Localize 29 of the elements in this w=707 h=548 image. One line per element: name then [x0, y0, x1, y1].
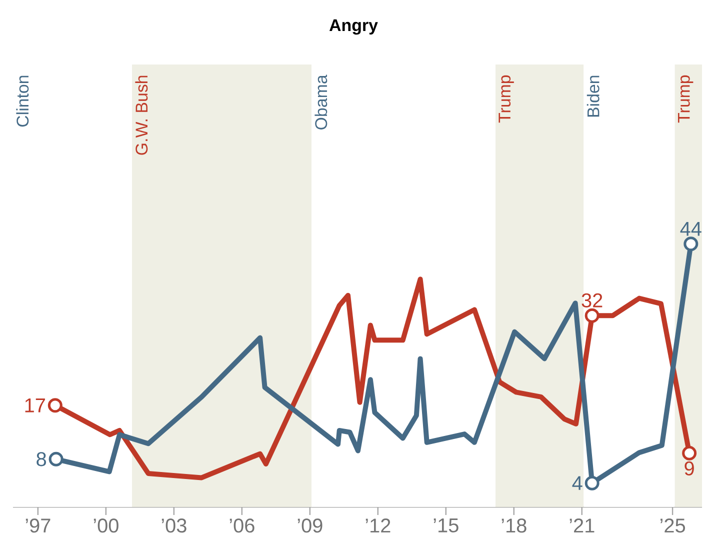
- point: [48, 452, 64, 466]
- x-tick-label: ’12: [366, 518, 390, 532]
- x-tick-label: ’18: [502, 518, 526, 533]
- band-label: G.W. Bush: [135, 76, 148, 155]
- x-tick-label: ’09: [298, 518, 322, 533]
- x-tick-label: ’06: [230, 518, 254, 533]
- band-label: Biden: [586, 76, 600, 117]
- data-label: 8: [36, 452, 46, 466]
- point: [682, 446, 697, 460]
- point: [48, 398, 62, 413]
- data-label: 4: [572, 476, 582, 490]
- point: [584, 308, 600, 323]
- chart-title: Angry: [329, 19, 378, 35]
- data-label: 17: [25, 398, 45, 412]
- data-label: 32: [582, 293, 602, 308]
- x-tick-label: ’00: [94, 518, 118, 533]
- point: [684, 236, 698, 252]
- band-label: Clinton: [16, 76, 29, 127]
- band-label: Trump: [498, 75, 514, 123]
- x-tick-label: ’21: [570, 518, 594, 532]
- band-label: Trump: [678, 75, 694, 123]
- x-tick-label: ’03: [162, 518, 186, 533]
- data-label: 9: [684, 461, 694, 476]
- band-label: Obama: [314, 74, 328, 130]
- point: [584, 476, 600, 490]
- x-tick-label: ’25: [660, 518, 686, 533]
- data-label: 44: [680, 222, 702, 236]
- x-tick-label: ’97: [26, 518, 50, 533]
- x-tick-label: ’15: [434, 518, 458, 532]
